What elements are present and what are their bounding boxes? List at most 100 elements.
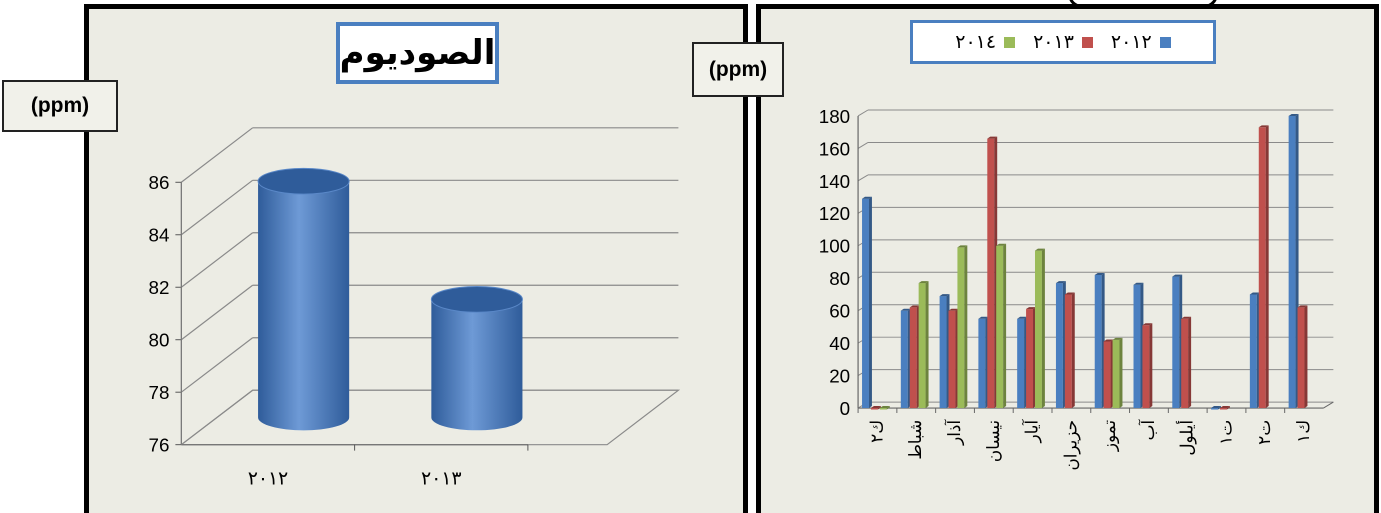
right-bar-front — [870, 408, 878, 410]
right-bar-side — [868, 196, 872, 409]
right-bar-top — [957, 245, 968, 248]
right-side-gridline — [857, 174, 869, 182]
right-bar-front — [1026, 309, 1034, 409]
right-bar-front — [1258, 127, 1266, 409]
left-y-tick-label: 86 — [149, 172, 170, 193]
right-x-tick-label: ك٢ — [867, 420, 886, 443]
right-chart-panel: 0 20 40 60 80 100 120 140 160 180 ك٢ شباط آذار نيسان آ… — [756, 4, 1379, 513]
right-bar-top — [939, 294, 950, 297]
right-bar-top — [909, 305, 920, 308]
right-bar-front — [900, 310, 908, 409]
right-bar-top — [1288, 113, 1299, 116]
left-x-tick-label: ٢٠١٢ — [248, 467, 288, 488]
legend-swatch-2014 — [1004, 36, 1016, 48]
right-bar-side — [1041, 248, 1045, 409]
right-bar-side — [877, 406, 881, 410]
right-bar-top — [987, 136, 998, 139]
right-bar — [862, 196, 872, 409]
left-y-tick-label: 82 — [149, 277, 170, 298]
right-bar-top — [1142, 323, 1153, 326]
right-bar-top — [1258, 125, 1269, 128]
right-bar-side — [1119, 337, 1123, 409]
right-unit-label: (ppm) — [692, 42, 784, 97]
right-bar-top — [900, 308, 911, 311]
right-bar — [1026, 307, 1036, 409]
right-bar-front — [939, 296, 947, 409]
right-bar — [1094, 272, 1105, 409]
legend-item-2012: ٢٠١٢ — [1111, 31, 1171, 53]
right-side-gridline — [857, 142, 869, 149]
left-bar-body — [258, 181, 350, 431]
left-side-gridline — [180, 127, 253, 183]
left-floor — [180, 389, 681, 446]
legend-swatch-2012 — [1159, 36, 1171, 48]
right-bar — [1181, 316, 1192, 409]
right-y-tick-label: 0 — [840, 398, 850, 419]
left-side-gridline — [180, 232, 253, 288]
right-bar — [1258, 125, 1269, 409]
right-bar-front — [862, 198, 869, 409]
right-bar-side — [1304, 305, 1308, 409]
right-bar-top — [1064, 292, 1075, 295]
right-bar-top — [996, 243, 1007, 246]
right-bar-front — [1181, 318, 1189, 409]
right-bar-top — [1219, 406, 1230, 409]
right-bar-front — [1064, 294, 1072, 409]
left-bar-top — [430, 286, 523, 313]
left-y-tick-label: 84 — [149, 225, 170, 246]
right-bar — [879, 406, 890, 410]
right-y-tick-label: 140 — [819, 171, 850, 192]
left-side-gridline — [180, 284, 253, 341]
right-bar — [1112, 337, 1123, 409]
right-bar-top — [978, 316, 989, 319]
right-bar-side — [1071, 292, 1075, 409]
right-bar-side — [1265, 125, 1269, 409]
right-bar — [939, 294, 950, 409]
right-bar-front — [879, 408, 887, 410]
right-bar-top — [1034, 248, 1045, 251]
right-bar-front — [1142, 325, 1150, 409]
right-x-tick-label: ت٢ — [1255, 420, 1274, 445]
right-bar-top — [870, 406, 881, 409]
right-x-tick-label: حزيران — [1061, 420, 1081, 471]
right-bar-side — [1003, 243, 1007, 409]
right-bar-top — [1112, 337, 1123, 340]
right-y-tick-label: 180 — [819, 106, 850, 127]
right-bar-side — [1149, 323, 1153, 409]
right-floor-edge — [1323, 401, 1334, 409]
right-bar-front — [978, 318, 986, 409]
left-side-gridline — [180, 337, 253, 393]
right-bar — [978, 316, 989, 409]
left-bar-top — [257, 167, 350, 195]
right-bar-top — [1017, 316, 1028, 319]
legend-label-2012: ٢٠١٢ — [1110, 31, 1152, 53]
right-bar-top — [1094, 272, 1105, 275]
right-bar — [996, 243, 1007, 409]
right-bar-top — [862, 196, 872, 199]
right-x-tick-label: آذار — [943, 419, 965, 446]
right-x-tick-label: تموز — [1100, 420, 1120, 453]
right-bar-front — [1112, 339, 1120, 409]
right-bar-front — [918, 283, 926, 409]
right-bar-top — [1181, 316, 1192, 319]
cropped-heading-fragment — [1068, 0, 1218, 8]
right-bar — [870, 406, 881, 410]
right-bar-top — [948, 308, 959, 311]
right-bar-top — [1103, 339, 1114, 342]
right-y-tick-label: 120 — [819, 203, 850, 224]
right-x-tick-label: نيسان — [984, 420, 1003, 462]
right-bar — [918, 281, 929, 409]
right-bar-front — [1103, 341, 1111, 409]
right-bar — [1172, 274, 1183, 409]
right-bar — [1249, 292, 1260, 409]
right-bar-front — [1297, 307, 1305, 409]
right-bar — [1103, 339, 1114, 409]
right-bar — [957, 245, 968, 409]
right-x-tick-label: ت١ — [1216, 420, 1235, 445]
right-bar-side — [1218, 406, 1221, 410]
right-bar — [900, 308, 911, 409]
right-bar-front — [957, 247, 965, 409]
right-bar-top — [1211, 406, 1221, 409]
left-x-tick-label: ٢٠١٣ — [421, 467, 461, 488]
legend-swatch-2013 — [1081, 36, 1093, 48]
